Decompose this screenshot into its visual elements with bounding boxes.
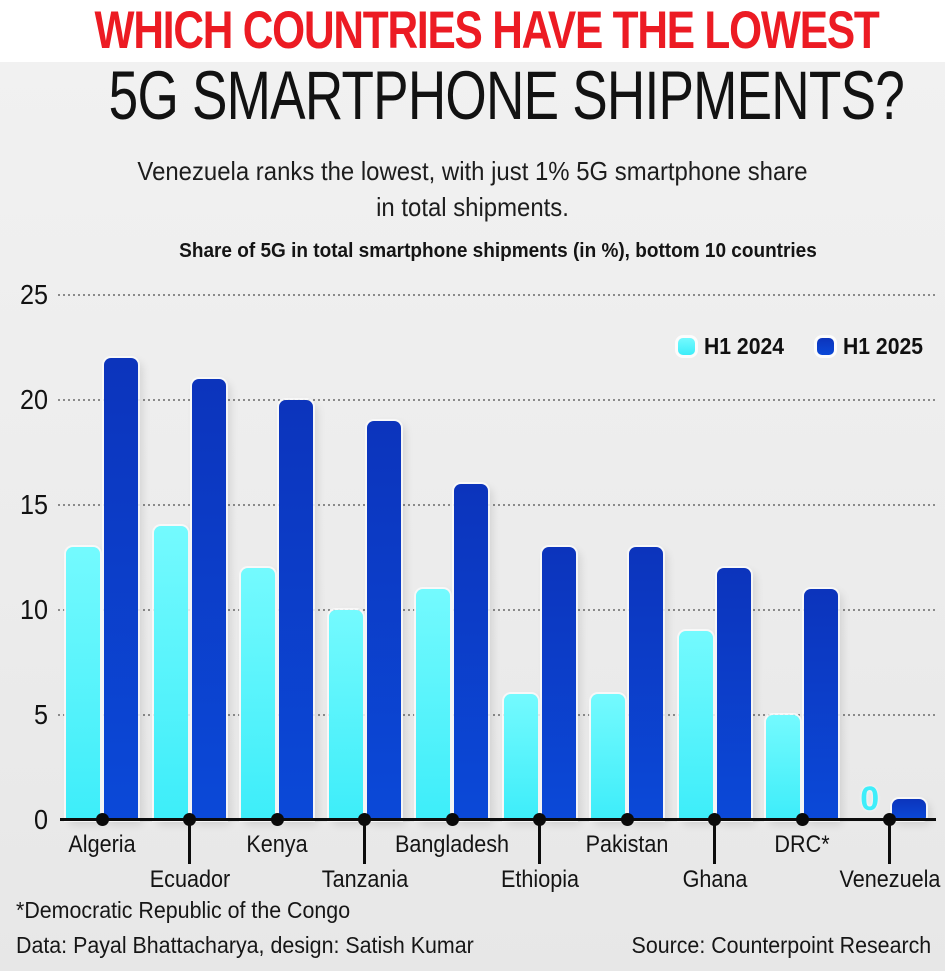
y-tick-label: 15	[19, 489, 48, 520]
x-category-label: Ecuador	[149, 866, 230, 893]
y-tick-label: 0	[33, 804, 48, 835]
chart-title: Share of 5G in total smartphone shipment…	[179, 240, 817, 262]
bar-h1-2024-algeria	[66, 547, 101, 820]
x-category-label: Venezuela	[839, 866, 941, 893]
gridline-15	[58, 504, 936, 506]
axis-dot	[620, 813, 634, 826]
axis-tick	[888, 822, 892, 864]
bar-h1-2024-pakistan	[591, 694, 626, 820]
x-category-label: Tanzania	[321, 866, 408, 893]
bar-h1-2025-tanzania	[366, 421, 401, 820]
legend-label: H1 2025	[843, 333, 924, 359]
axis-tick	[363, 822, 367, 864]
axis-dot	[883, 813, 897, 826]
bar-h1-2025-ethiopia	[541, 547, 576, 820]
axis-dot	[183, 813, 197, 826]
source-line: Source: Counterpoint Research	[631, 932, 931, 958]
y-tick-label: 25	[19, 279, 48, 310]
legend-item-h1-2024: H1 2024	[678, 333, 791, 360]
y-tick-label: 5	[33, 699, 48, 730]
subtitle: Venezuela ranks the lowest, with just 1%…	[38, 153, 907, 225]
x-category-label: Bangladesh	[395, 831, 510, 858]
axis-tick	[538, 822, 542, 864]
x-category-label: DRC*	[774, 831, 830, 858]
x-category-label: Algeria	[68, 831, 136, 858]
subtitle-line-1: Venezuela ranks the lowest, with just 1%…	[137, 156, 808, 186]
page-title: 5G SMARTPHONE SHIPMENTS?	[108, 57, 905, 134]
x-category-label: Ghana	[682, 866, 748, 893]
axis-tick	[713, 822, 717, 864]
x-category-label: Kenya	[246, 831, 308, 858]
y-tick-label: 10	[19, 594, 48, 625]
x-category-label: Pakistan	[585, 831, 669, 858]
gridline-20	[58, 399, 936, 401]
legend-swatch	[817, 338, 835, 355]
zero-value-label: 0	[860, 780, 880, 818]
bar-h1-2025-drc	[804, 589, 839, 820]
bar-h1-2024-ghana	[678, 631, 713, 820]
axis-dot	[95, 813, 109, 826]
footnote: *Democratic Republic of the Congo	[16, 897, 351, 923]
axis-tick	[188, 822, 192, 864]
x-category-label: Ethiopia	[500, 866, 579, 893]
bar-h1-2025-bangladesh	[454, 484, 489, 820]
bar-h1-2024-kenya	[241, 568, 276, 820]
axis-dot	[708, 813, 722, 826]
bar-h1-2024-drc	[766, 715, 801, 820]
axis-dot	[795, 813, 809, 826]
axis-dot	[445, 813, 459, 826]
axis-dot	[533, 813, 547, 826]
gridline-5	[58, 714, 936, 716]
bar-h1-2025-algeria	[104, 358, 139, 820]
axis-dot	[270, 813, 284, 826]
gridline-10	[58, 609, 936, 611]
bar-h1-2024-bangladesh	[416, 589, 451, 820]
bar-h1-2025-pakistan	[629, 547, 664, 820]
legend-item-h1-2025: H1 2025	[817, 333, 930, 360]
bar-h1-2025-ghana	[716, 568, 751, 820]
bar-h1-2024-tanzania	[328, 610, 363, 820]
axis-dot	[358, 813, 372, 826]
y-tick-label: 20	[19, 384, 48, 415]
bar-h1-2024-ethiopia	[503, 694, 538, 820]
gridline-25	[58, 294, 936, 296]
bar-h1-2024-ecuador	[153, 526, 188, 820]
legend-label: H1 2024	[704, 333, 785, 359]
subtitle-line-2: in total shipments.	[376, 192, 569, 222]
bar-h1-2025-venezuela	[891, 799, 926, 820]
bar-h1-2025-kenya	[279, 400, 314, 820]
x-axis-line	[60, 818, 936, 821]
kicker-title: WHICH COUNTRIES HAVE THE LOWEST	[94, 1, 880, 60]
legend: H1 2024 H1 2025	[678, 333, 930, 360]
credit-line: Data: Payal Bhattacharya, design: Satish…	[16, 932, 474, 958]
bar-h1-2025-ecuador	[191, 379, 226, 820]
legend-swatch	[678, 338, 696, 355]
